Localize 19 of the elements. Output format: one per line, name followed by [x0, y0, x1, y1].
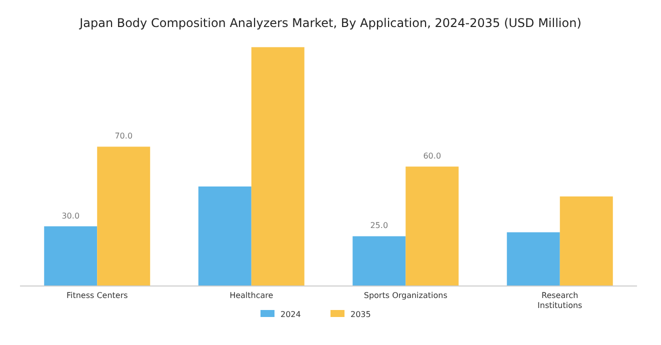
bar	[44, 226, 98, 286]
x-tick-label: Sports Organizations	[364, 291, 448, 300]
bar	[97, 146, 150, 286]
chart-title: Japan Body Composition Analyzers Market, By Application, 2024-2035 (USD Million)	[78, 16, 582, 30]
data-label: 70.0	[114, 132, 133, 141]
data-label: 25.0	[370, 221, 388, 230]
bar	[560, 196, 613, 286]
x-tick-label: Fitness Centers	[66, 291, 128, 300]
bar	[406, 166, 459, 286]
legend-label: 2035	[350, 310, 371, 319]
bar	[352, 236, 406, 286]
bar	[251, 47, 304, 286]
bar	[198, 186, 252, 286]
data-label: 60.0	[423, 152, 442, 161]
x-tick-label: Healthcare	[230, 291, 274, 300]
x-tick-label: Research Institutions	[538, 291, 582, 310]
legend-label: 2024	[280, 310, 301, 319]
data-label: 30.0	[62, 211, 80, 220]
bar	[506, 232, 560, 286]
